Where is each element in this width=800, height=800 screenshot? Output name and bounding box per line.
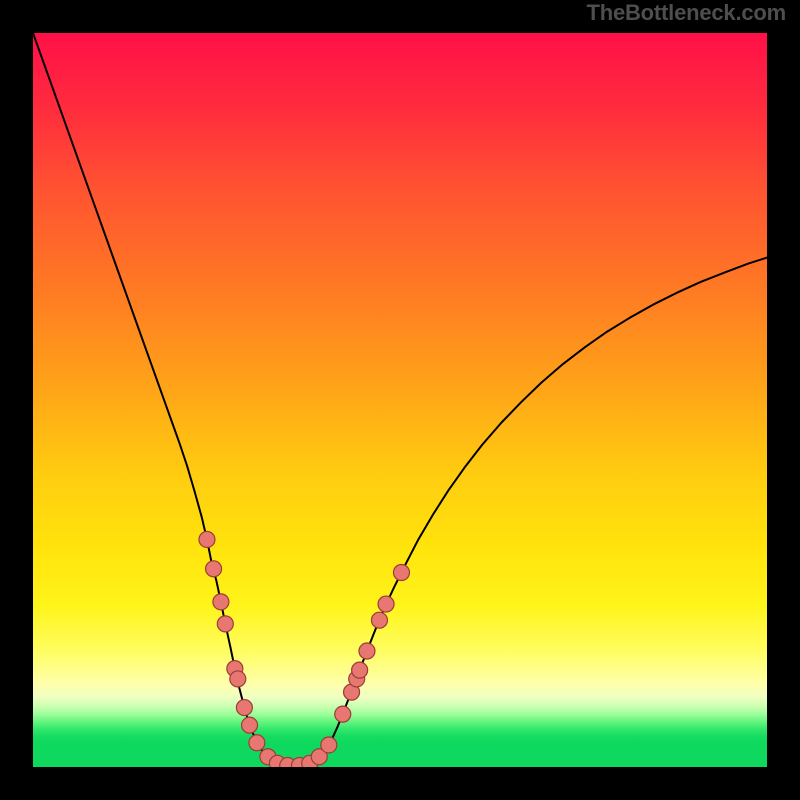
data-marker	[393, 564, 409, 580]
data-marker	[230, 671, 246, 687]
data-marker	[335, 706, 351, 722]
data-marker	[199, 531, 215, 547]
watermark-text: TheBottleneck.com	[586, 0, 786, 26]
chart-svg	[33, 33, 767, 767]
chart-background	[33, 33, 767, 767]
data-marker	[371, 612, 387, 628]
data-marker	[213, 594, 229, 610]
data-marker	[217, 616, 233, 632]
data-marker	[236, 700, 252, 716]
data-marker	[206, 561, 222, 577]
data-marker	[242, 717, 258, 733]
data-marker	[359, 643, 375, 659]
data-marker	[249, 735, 265, 751]
data-marker	[378, 596, 394, 612]
plot-area	[33, 33, 767, 767]
data-marker	[321, 737, 337, 753]
chart-frame: TheBottleneck.com	[0, 0, 800, 800]
data-marker	[352, 662, 368, 678]
